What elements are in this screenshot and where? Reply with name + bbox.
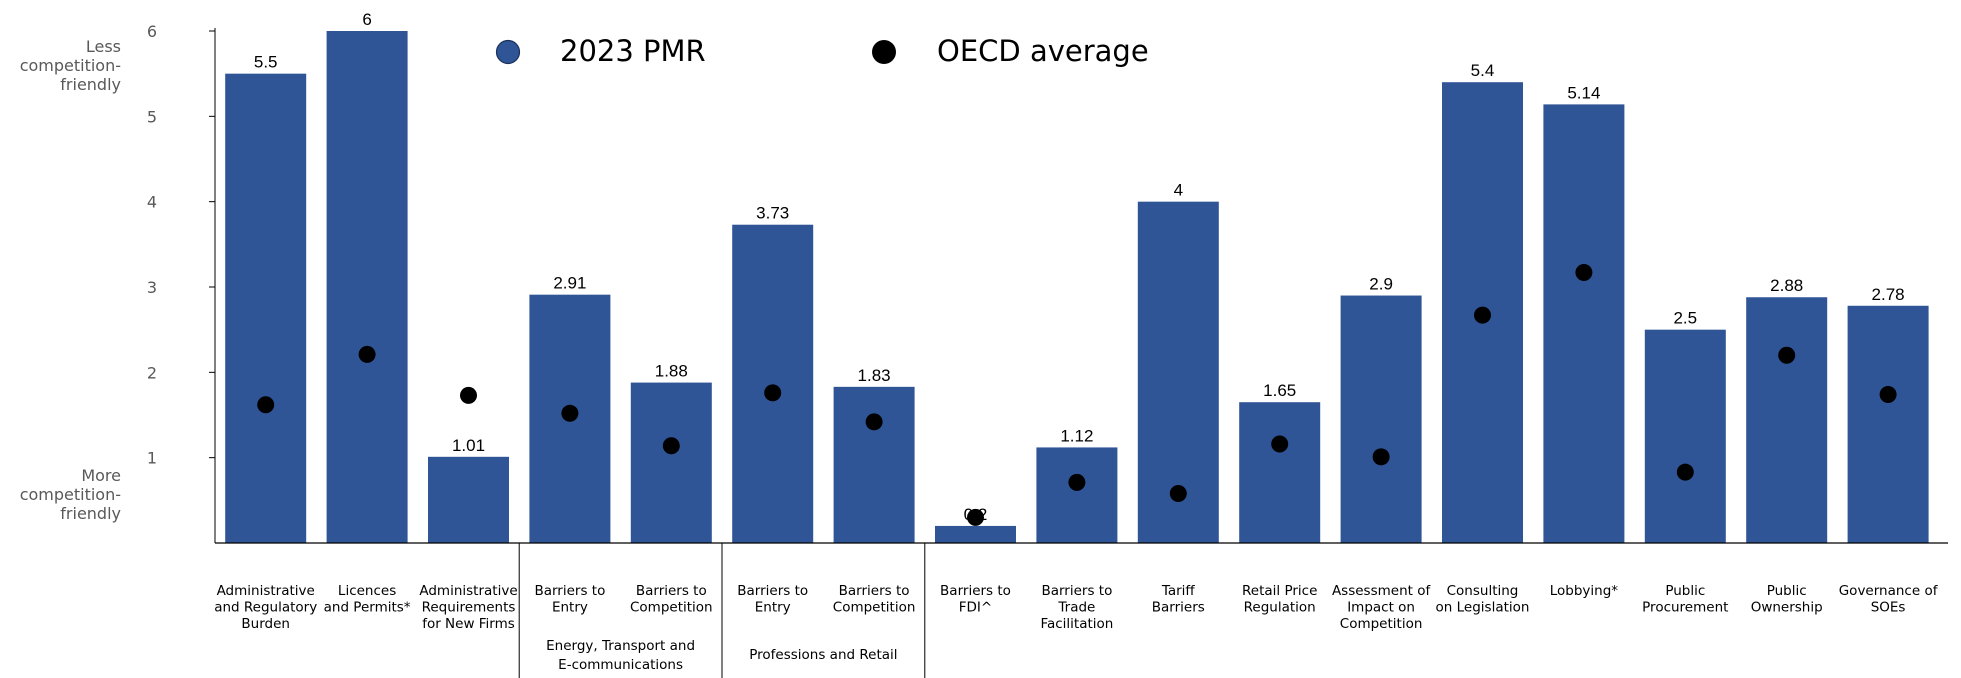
bar-value-label: 1.01 <box>452 436 485 455</box>
oecd-average-dot <box>460 386 477 404</box>
oecd-average-dot <box>967 508 984 526</box>
bar-value-label: 0.2 <box>964 505 988 524</box>
bar-value-label: 2.88 <box>1770 276 1803 295</box>
bars-2023-pmr <box>225 31 1929 544</box>
x-category-label: Public Ownership <box>1751 583 1823 616</box>
x-category-label: Administrative and Regulatory Burden <box>214 583 317 632</box>
legend-marker-oecd-average <box>872 40 896 64</box>
oecd-average-dot <box>865 413 883 431</box>
bar-2023-pmr <box>833 386 915 543</box>
oecd-average-dot <box>1169 485 1187 503</box>
bar-value-label: 1.12 <box>1060 426 1093 445</box>
bar-2023-pmr <box>428 456 509 543</box>
bar-value-label: 5.5 <box>254 53 278 72</box>
x-category-label: Public Procurement <box>1642 583 1728 616</box>
x-category-label: Barriers to Trade Facilitation <box>1040 583 1113 632</box>
legend-label-oecd-average: OECD average <box>937 34 1149 68</box>
x-group-label: Professions and Retail <box>749 647 897 663</box>
oecd-average-dot <box>257 396 275 414</box>
x-category-label: Consulting on Legislation <box>1436 583 1530 616</box>
dots-oecd-average <box>257 263 1897 526</box>
bar-2023-pmr <box>1847 305 1929 543</box>
bar-value-label: 3.73 <box>756 204 789 223</box>
bar-2023-pmr <box>225 73 307 544</box>
legend: 2023 PMR OECD average <box>495 34 1149 68</box>
y-tick-label: 2 <box>147 363 157 382</box>
x-category-label: Barriers to Entry <box>534 583 605 616</box>
oecd-average-dot <box>1372 448 1390 466</box>
bar-2023-pmr <box>1644 329 1726 543</box>
oecd-average-dot <box>764 384 782 402</box>
x-axis: Administrative and Regulatory BurdenLicenc… <box>214 542 1948 678</box>
bar-value-label: 2.5 <box>1673 309 1697 328</box>
x-category-label: Barriers to Competition <box>630 583 713 616</box>
legend-label-2023-pmr: 2023 PMR <box>560 34 706 68</box>
x-category-label: Barriers to Entry <box>737 583 808 616</box>
y-note-more-competition-friendly: More competition-friendly <box>20 466 121 523</box>
bar-value-label: 5.4 <box>1471 61 1495 80</box>
y-tick-label: 3 <box>147 278 157 297</box>
legend-marker-2023-pmr <box>495 39 521 65</box>
bar-value-label: 4 <box>1174 181 1183 200</box>
x-group-label: Energy, Transport and E-communications <box>546 638 695 673</box>
x-category-label: Administrative Requirements for New Firms <box>419 583 517 632</box>
y-tick-label: 5 <box>147 107 157 126</box>
oecd-average-dot <box>1068 473 1086 491</box>
bar-value-label: 1.88 <box>655 362 688 381</box>
bar-2023-pmr <box>732 224 814 543</box>
oecd-average-dot <box>1676 463 1694 481</box>
x-category-label: Assessment of Impact on Competition <box>1332 583 1432 632</box>
bar-2023-pmr <box>935 525 1016 543</box>
bar-value-label: 1.65 <box>1263 381 1296 400</box>
bar-2023-pmr <box>1036 447 1118 543</box>
oecd-average-dot <box>1271 435 1289 453</box>
bar-value-label: 1.83 <box>858 366 891 385</box>
x-category-label: Governance of SOEs <box>1839 583 1939 616</box>
oecd-average-dot <box>358 345 376 363</box>
y-tick-label: 1 <box>147 449 157 468</box>
oecd-average-dot <box>1879 386 1897 404</box>
y-axis: 1 2 3 4 5 6 Less competition-friendly More compet… <box>20 22 216 543</box>
bar-value-labels: 5.5 6 1.01 2.91 1.88 3.73 1.83 0.2 1.12 4 1.65 2.9 5… <box>254 10 1905 524</box>
bar-value-label: 2.78 <box>1872 285 1905 304</box>
bar-value-label: 6 <box>362 10 371 29</box>
y-note-less-competition-friendly: Less competition-friendly <box>20 37 121 94</box>
x-category-label: Licences and Permits* <box>324 583 411 616</box>
oecd-average-dot <box>1778 346 1796 364</box>
y-tick-label: 6 <box>147 22 157 41</box>
bar-2023-pmr <box>1239 402 1321 543</box>
bar-2023-pmr <box>1340 295 1422 543</box>
x-category-label: Lobbying* <box>1550 583 1619 599</box>
bar-value-label: 2.9 <box>1369 275 1393 294</box>
bar-value-label: 5.14 <box>1567 83 1600 102</box>
bar-value-label: 2.91 <box>553 274 586 293</box>
bar-2023-pmr <box>1543 104 1625 544</box>
x-category-label: Retail Price Regulation <box>1242 583 1317 616</box>
x-category-label: Barriers to Competition <box>833 583 916 616</box>
oecd-average-dot <box>1474 306 1491 324</box>
x-category-label: Barriers to FDI^ <box>940 583 1011 616</box>
bar-2023-pmr <box>326 31 408 543</box>
oecd-average-dot <box>1575 263 1593 281</box>
x-category-label: Tariff Barriers <box>1152 583 1205 616</box>
y-tick-label: 4 <box>147 193 157 212</box>
bar-2023-pmr <box>1746 297 1828 543</box>
bar-2023-pmr <box>630 382 712 543</box>
oecd-average-dot <box>662 437 680 455</box>
oecd-average-dot <box>561 404 579 422</box>
